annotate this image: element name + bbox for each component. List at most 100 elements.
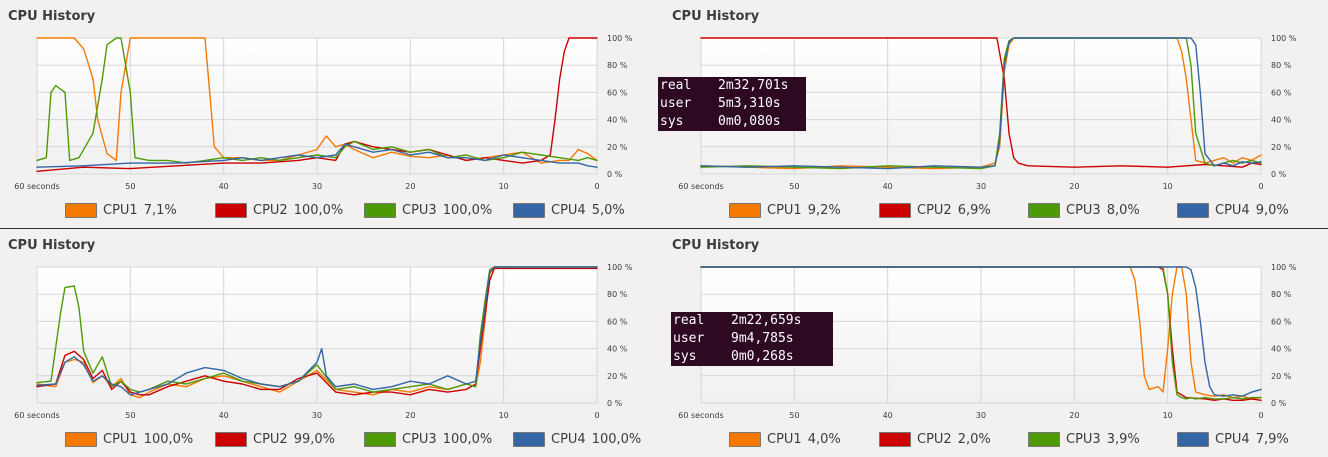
legend-name-cpu2: CPU2 [917, 431, 952, 447]
legend-item-cpu4: CPU4 5,0% [513, 200, 625, 220]
legend-name-cpu3: CPU3 [1066, 202, 1101, 218]
cpu4-color-swatch[interactable] [513, 431, 545, 447]
legend-item-cpu4: CPU4 7,9% [1177, 429, 1289, 449]
x-tick-label: 30 [976, 182, 986, 191]
legend-value-cpu2: 6,9% [957, 202, 991, 218]
x-tick-label: 0 [594, 411, 599, 420]
y-tick-label: 0 % [607, 399, 623, 408]
y-tick-label: 60 % [1271, 317, 1292, 326]
legend-name-cpu4: CPU4 [551, 431, 586, 447]
y-tick-label: 80 % [607, 61, 628, 70]
time-row-user: user 9m4,785s [673, 330, 831, 348]
legend-item-cpu2: CPU2 6,9% [879, 200, 991, 220]
x-tick-label: 10 [1163, 182, 1173, 191]
x-tick-label: 10 [499, 182, 509, 191]
series-line-cpu3 [36, 37, 598, 164]
time-key: real [673, 313, 705, 328]
legend-item-cpu2: CPU2 100,0% [215, 200, 343, 220]
legend: CPU1 9,2% CPU2 6,9% CPU3 8,0% CPU4 9,0% [664, 200, 1328, 222]
cpu1-color-swatch[interactable] [729, 431, 761, 447]
y-tick-label: 60 % [1271, 88, 1292, 97]
cpu1-color-swatch[interactable] [729, 202, 761, 218]
legend-item-cpu3: CPU3 100,0% [364, 200, 492, 220]
cpu1-color-swatch[interactable] [65, 431, 97, 447]
legend-value-cpu3: 100,0% [442, 202, 493, 218]
cpu1-color-swatch[interactable] [65, 202, 97, 218]
y-tick-label: 100 % [1271, 263, 1297, 272]
legend-value-cpu1: 4,0% [807, 431, 841, 447]
legend-value-cpu1: 100,0% [143, 431, 194, 447]
x-tick-label: 60 seconds [14, 411, 59, 420]
legend-name-cpu2: CPU2 [253, 431, 288, 447]
y-tick-label: 60 % [607, 88, 628, 97]
time-row-real: real 2m32,701s [660, 77, 804, 95]
x-tick-label: 10 [1163, 411, 1173, 420]
time-value: 0m0,268s [731, 349, 794, 364]
y-tick-label: 40 % [1271, 345, 1292, 354]
legend-item-cpu1: CPU1 9,2% [729, 200, 841, 220]
legend-item-cpu2: CPU2 2,0% [879, 429, 991, 449]
cpu4-color-swatch[interactable] [513, 202, 545, 218]
y-tick-label: 40 % [607, 116, 628, 125]
y-tick-label: 20 % [607, 143, 628, 152]
cpu4-color-swatch[interactable] [1177, 431, 1209, 447]
cpu3-color-swatch[interactable] [1028, 431, 1060, 447]
x-tick-label: 0 [1258, 182, 1263, 191]
legend-item-cpu4: CPU4 100,0% [513, 429, 641, 449]
x-tick-label: 20 [405, 411, 415, 420]
time-value: 0m0,080s [718, 114, 781, 129]
cpu2-color-swatch[interactable] [215, 202, 247, 218]
time-key: sys [673, 349, 697, 364]
y-tick-label: 80 % [1271, 290, 1292, 299]
cpu-history-panel-2: CPU History 60 seconds 50 40 30 20 10 0 100 % 80… [658, 0, 1328, 228]
panel-title: CPU History [672, 9, 760, 24]
legend-value-cpu3: 100,0% [442, 431, 493, 447]
cpu-history-panel-4: CPU History 60 seconds 50 40 30 20 10 0 100 % 80… [664, 229, 1328, 457]
y-tick-label: 20 % [1271, 143, 1292, 152]
legend-value-cpu4: 5,0% [591, 202, 625, 218]
cpu3-color-swatch[interactable] [364, 431, 396, 447]
x-tick-label: 0 [594, 182, 599, 191]
legend-value-cpu1: 7,1% [143, 202, 177, 218]
x-tick-label: 50 [789, 182, 799, 191]
y-tick-label: 100 % [1271, 34, 1297, 43]
time-key: real [660, 78, 692, 93]
y-tick-label: 80 % [607, 290, 628, 299]
time-key: user [673, 331, 705, 346]
y-tick-label: 100 % [607, 34, 633, 43]
cpu3-color-swatch[interactable] [1028, 202, 1060, 218]
legend-name-cpu1: CPU1 [767, 431, 802, 447]
cpu-history-chart-1: 60 seconds 50 40 30 20 10 0 100 % 80 % 60 % 40 % 20… [14, 34, 633, 191]
cpu3-color-swatch[interactable] [364, 202, 396, 218]
cpu2-color-swatch[interactable] [879, 431, 911, 447]
y-tick-label: 60 % [607, 317, 628, 326]
y-tick-label: 0 % [607, 170, 623, 179]
time-output-terminal: real 2m22,659s user 9m4,785s sys 0m0,268s [671, 312, 833, 366]
x-tick-label: 20 [1069, 182, 1079, 191]
time-row-real: real 2m22,659s [673, 312, 831, 330]
x-tick-label: 30 [312, 411, 322, 420]
cpu2-color-swatch[interactable] [879, 202, 911, 218]
time-output-terminal: real 2m32,701s user 5m3,310s sys 0m0,080s [658, 77, 806, 131]
cpu-history-panel-3: CPU History 60 seconds 50 40 30 20 10 0 100 % 80… [0, 229, 664, 457]
x-tick-label: 50 [125, 411, 135, 420]
x-tick-label: 0 [1258, 411, 1263, 420]
cpu2-color-swatch[interactable] [215, 431, 247, 447]
x-tick-label: 40 [219, 182, 229, 191]
y-tick-label: 40 % [1271, 116, 1292, 125]
legend-name-cpu4: CPU4 [1215, 431, 1250, 447]
series-line-cpu2 [36, 267, 598, 396]
x-tick-label: 60 seconds [678, 182, 723, 191]
legend-name-cpu2: CPU2 [917, 202, 952, 218]
time-value: 5m3,310s [718, 96, 781, 111]
legend-item-cpu3: CPU3 100,0% [364, 429, 492, 449]
x-tick-label: 60 seconds [14, 182, 59, 191]
legend-value-cpu4: 7,9% [1255, 431, 1289, 447]
legend-name-cpu2: CPU2 [253, 202, 288, 218]
panel-title: CPU History [672, 238, 760, 253]
y-tick-label: 80 % [1271, 61, 1292, 70]
legend-item-cpu4: CPU4 9,0% [1177, 200, 1289, 220]
cpu4-color-swatch[interactable] [1177, 202, 1209, 218]
time-row-sys: sys 0m0,080s [660, 113, 804, 131]
y-tick-label: 100 % [607, 263, 633, 272]
